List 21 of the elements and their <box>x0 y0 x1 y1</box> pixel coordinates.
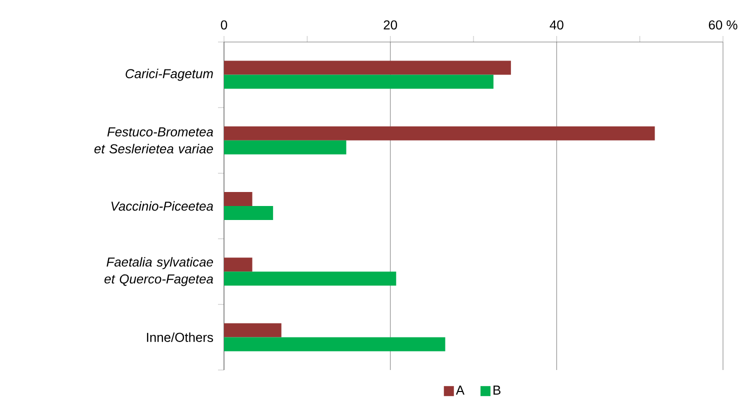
y-tick-label: Faetalia sylvaticae et Querco-Fagetea <box>104 257 214 286</box>
x-tick-label: 20 <box>384 20 398 30</box>
bar <box>224 140 346 154</box>
x-tick-label: 40 <box>550 20 564 30</box>
y-tick-label: Inne/Others <box>147 332 214 342</box>
bar <box>224 192 252 206</box>
bar <box>224 258 252 272</box>
bar <box>224 60 511 75</box>
bar <box>224 126 655 140</box>
x-tick-label: 0 <box>220 20 228 30</box>
y-tick-label: Vaccinio-Piceetea <box>111 201 214 211</box>
bar <box>224 74 494 89</box>
legend-label: B <box>494 386 500 395</box>
y-tick-label: Carici-Fagetum <box>126 68 213 81</box>
legend-label: A <box>456 386 464 395</box>
bar <box>224 272 396 286</box>
bar <box>224 337 446 352</box>
x-tick-label: 60 % <box>708 20 738 30</box>
bar <box>224 206 274 220</box>
bar <box>224 323 282 338</box>
y-tick-label: Festuco-Brometea et Seslerietea variae <box>94 127 214 154</box>
